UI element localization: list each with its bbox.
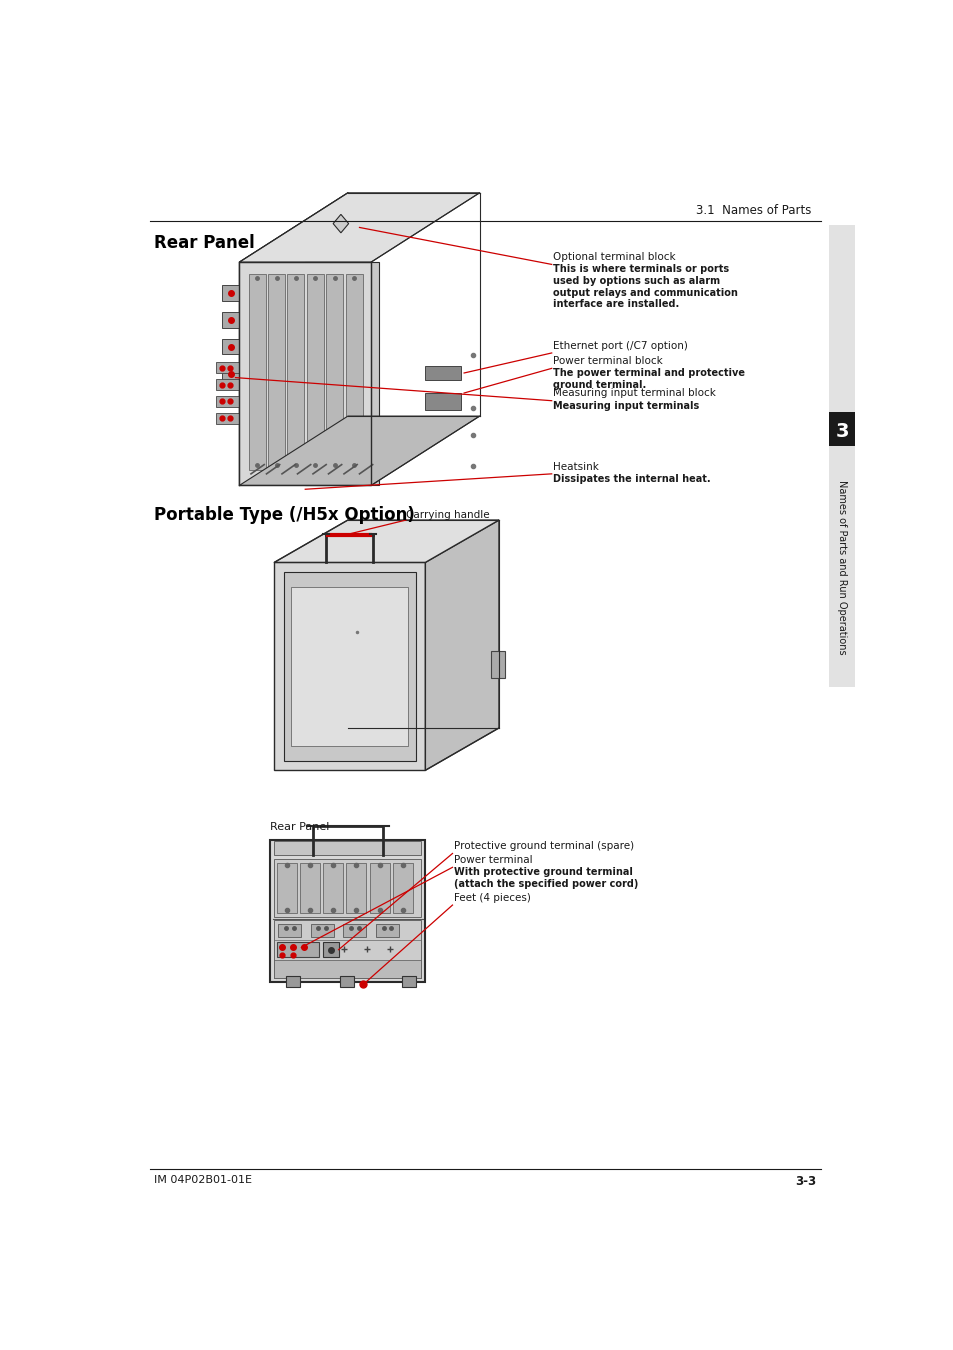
Bar [274,859,421,917]
Bar [291,587,408,745]
Text: Measuring input terminals: Measuring input terminals [553,401,699,410]
Text: This is where terminals or ports
used by options such as alarm
output relays and: This is where terminals or ports used by… [553,265,738,309]
Bar [274,841,421,855]
Bar [343,923,366,937]
Bar [216,379,239,390]
Bar [393,863,413,913]
Bar [287,274,304,470]
Bar [345,274,362,470]
Bar [222,312,239,328]
Text: 3.1  Names of Parts: 3.1 Names of Parts [696,204,810,217]
Bar [425,366,460,379]
Bar [828,412,855,446]
Text: Dissipates the internal heat.: Dissipates the internal heat. [553,474,710,483]
Bar [491,651,505,678]
Text: 3-3: 3-3 [795,1174,816,1188]
Bar [276,863,296,913]
Bar [216,413,239,424]
Polygon shape [239,262,371,486]
Bar [299,863,319,913]
Text: Power terminal block: Power terminal block [553,356,662,366]
Bar [402,976,416,987]
Polygon shape [239,416,479,486]
Bar [369,863,390,913]
Bar [216,396,239,406]
Text: The power terminal and protective
ground terminal.: The power terminal and protective ground… [553,369,744,390]
Polygon shape [425,520,498,771]
Bar [323,942,338,957]
Bar [278,923,301,937]
Bar [425,393,460,410]
Polygon shape [333,215,348,232]
Bar [249,274,266,470]
Bar [307,274,323,470]
Text: 3: 3 [835,423,848,441]
Bar [222,285,239,301]
Text: Protective ground terminal (spare): Protective ground terminal (spare) [454,841,634,850]
Bar [216,362,239,373]
Text: Rear Panel: Rear Panel [270,822,330,832]
Bar [270,840,425,981]
Text: With protective ground terminal
(attach the specified power cord): With protective ground terminal (attach … [454,867,638,888]
Polygon shape [239,193,348,486]
Text: IM 04P02B01-01E: IM 04P02B01-01E [154,1174,252,1184]
Text: Ethernet port (/C7 option): Ethernet port (/C7 option) [553,340,687,351]
Bar [286,976,299,987]
Bar [283,571,416,761]
Text: Rear Panel: Rear Panel [154,234,254,251]
Bar [274,921,421,979]
Bar [305,262,378,486]
Bar [311,923,334,937]
Polygon shape [239,193,479,262]
Text: Feet (4 pieces): Feet (4 pieces) [454,892,531,903]
Text: Carrying handle: Carrying handle [406,510,489,520]
Text: Names of Parts and Run Operations: Names of Parts and Run Operations [837,481,846,655]
Polygon shape [274,563,425,771]
Bar [326,274,343,470]
Bar [268,274,285,470]
Bar [340,976,354,987]
Text: Power terminal: Power terminal [454,855,532,865]
Bar [276,942,319,957]
Text: Heatsink: Heatsink [553,462,598,471]
Bar [222,366,239,382]
Polygon shape [274,520,498,563]
Text: Measuring input terminal block: Measuring input terminal block [553,389,716,398]
Text: Optional terminal block: Optional terminal block [553,252,675,262]
Bar [828,225,855,687]
Bar [323,863,343,913]
Text: Portable Type (/H5x Option): Portable Type (/H5x Option) [154,506,415,524]
Bar [346,863,366,913]
Bar [222,339,239,355]
Bar [274,960,421,979]
Bar [375,923,398,937]
